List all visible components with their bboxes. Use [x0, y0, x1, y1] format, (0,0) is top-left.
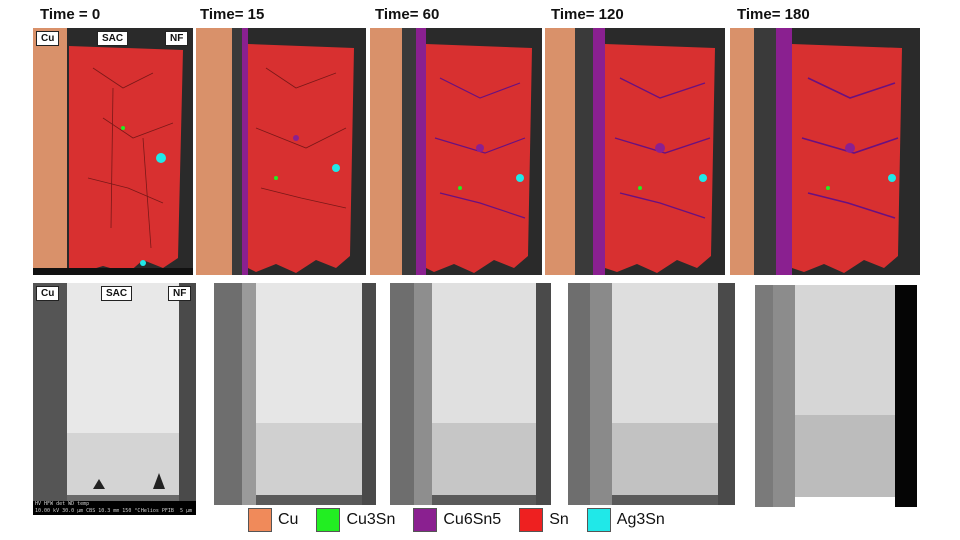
sem-image-t15 [214, 283, 376, 505]
legend-swatch-sn [519, 508, 544, 532]
sem-image-t120-image [568, 283, 735, 505]
phase-map-t180 [730, 28, 920, 275]
sem-info-line2: 10.00 kV 30.0 µm CBS 10.3 mm 150 °C 5 µm… [35, 508, 196, 515]
sem-image-t180 [755, 285, 917, 507]
time-label-60: Time= 60 [375, 6, 440, 23]
legend-label-cu6sn5: Cu6Sn5 [443, 511, 502, 528]
legend-label-cu3sn: Cu3Sn [346, 511, 396, 528]
sem-info-params: 10.00 kV 30.0 µm CBS 10.3 mm 150 °C [35, 508, 141, 514]
sem-image-t60-image [390, 283, 551, 505]
legend-swatch-ag3sn [586, 508, 611, 532]
tag-nf-top: NF [165, 31, 189, 46]
phase-map-t15 [196, 28, 366, 275]
tag-cu-bottom: Cu [36, 286, 60, 301]
legend-item-ag3sn: Ag3Sn [586, 508, 665, 532]
legend-label-cu: Cu [278, 511, 299, 528]
legend-item-cu3sn: Cu3Sn [316, 508, 395, 532]
tag-sac-top: SAC [97, 31, 129, 46]
phase-map-t120-image [545, 28, 725, 275]
legend-swatch-cu3sn [316, 508, 341, 532]
legend-item-cu6sn5: Cu6Sn5 [413, 508, 501, 532]
phase-map-t15-image [196, 28, 366, 275]
sem-image-t0: Cu SAC NF HV HFW det WD temp 10.00 kV 30… [33, 283, 196, 515]
legend-item-cu: Cu [248, 508, 298, 532]
legend-swatch-cu6sn5 [413, 508, 438, 532]
phase-legend: Cu Cu3Sn Cu6Sn5 Sn Ag3Sn [248, 508, 683, 532]
time-label-15: Time= 15 [200, 6, 265, 23]
time-label-180: Time= 180 [737, 6, 810, 23]
tag-nf-bottom: NF [168, 286, 192, 301]
time-label-120: Time= 120 [551, 6, 624, 23]
phase-map-t60-image [370, 28, 542, 275]
sem-scale-label: 5 µm [179, 508, 192, 514]
legend-label-ag3sn: Ag3Sn [616, 511, 665, 528]
phase-map-t0: Cu SAC NF [33, 28, 193, 275]
legend-item-sn: Sn [519, 508, 569, 532]
tag-sac-bottom: SAC [101, 286, 133, 301]
sem-info-line1: HV HFW det WD temp [35, 501, 90, 507]
tag-cu-top: Cu [36, 31, 60, 46]
sem-info-bar: HV HFW det WD temp 10.00 kV 30.0 µm CBS … [33, 501, 196, 515]
legend-swatch-cu [248, 508, 272, 532]
sem-image-t15-image [214, 283, 376, 505]
time-label-0: Time = 0 [40, 6, 101, 23]
sem-image-t0-image [33, 283, 196, 515]
sem-image-t120 [568, 283, 735, 505]
phase-map-t120 [545, 28, 725, 275]
phase-map-t60 [370, 28, 542, 275]
legend-label-sn: Sn [549, 511, 569, 528]
phase-map-t0-image [33, 28, 193, 275]
sem-image-t180-image [755, 285, 917, 507]
sem-brand: Helios PFIB [140, 508, 174, 514]
sem-image-t60 [390, 283, 551, 505]
phase-map-t180-image [730, 28, 920, 275]
